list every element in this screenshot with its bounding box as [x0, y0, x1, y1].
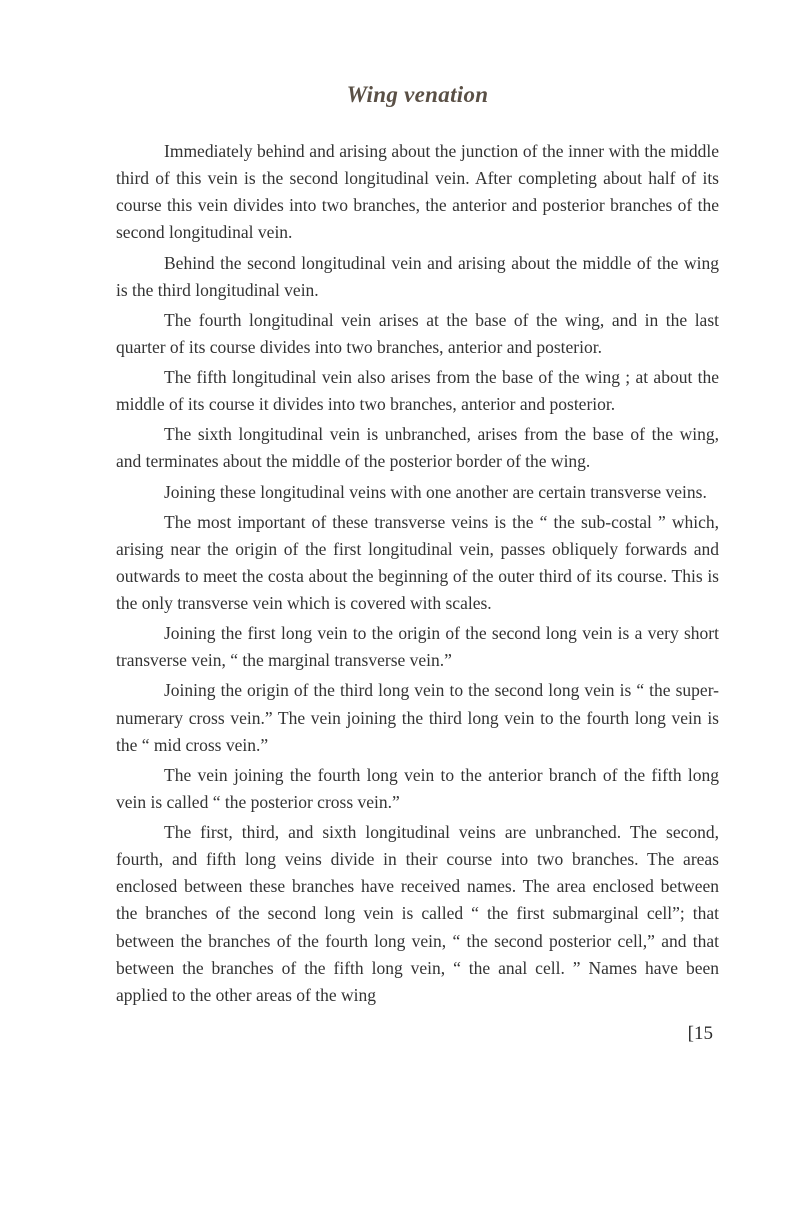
- body-paragraph: Joining the origin of the third long vei…: [116, 677, 719, 758]
- body-paragraph: The fourth longitudinal vein arises at t…: [116, 307, 719, 361]
- page-number: [15: [116, 1023, 719, 1045]
- body-paragraph: Joining the first long vein to the origi…: [116, 620, 719, 674]
- body-paragraph: Behind the second longitudinal vein and …: [116, 250, 719, 304]
- body-paragraph: The sixth longitudinal vein is unbranche…: [116, 421, 719, 475]
- body-paragraph: Joining these longitudinal veins with on…: [116, 479, 719, 506]
- page-container: Wing venation Immediately behind and ari…: [0, 0, 801, 1085]
- body-paragraph: The fifth longitudinal vein also arises …: [116, 364, 719, 418]
- body-paragraph: The first, third, and sixth longitudinal…: [116, 819, 719, 1009]
- body-paragraph: Immediately behind and arising about the…: [116, 138, 719, 247]
- body-paragraph: The vein joining the fourth long vein to…: [116, 762, 719, 816]
- body-paragraph: The most important of these transverse v…: [116, 509, 719, 618]
- page-title: Wing venation: [116, 82, 719, 108]
